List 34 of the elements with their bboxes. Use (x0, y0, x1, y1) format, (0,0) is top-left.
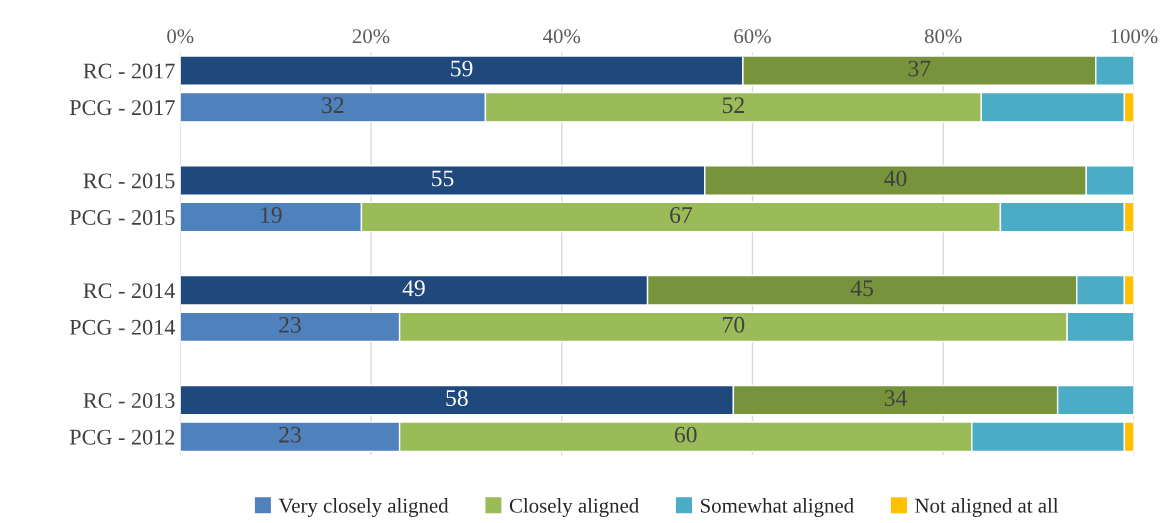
x-tick-label: 40% (543, 29, 581, 44)
x-tick-label: 20% (352, 29, 390, 44)
data-label: 59 (451, 60, 473, 77)
data-label: 23 (279, 426, 301, 443)
legend-label: Very closely aligned (278, 498, 449, 517)
y-tick-label: RC - 2015 (83, 173, 175, 189)
legend-label: Somewhat aligned (701, 498, 854, 517)
data-label: 55 (432, 170, 454, 187)
x-tick-label: 100% (1111, 29, 1158, 44)
x-tick-label: 60% (734, 29, 771, 44)
data-label: 23 (279, 316, 301, 333)
legend-label: Closely aligned (509, 498, 639, 517)
data-label: 19 (261, 207, 282, 223)
y-tick-label: RC - 2013 (83, 393, 175, 409)
data-label: 52 (722, 97, 744, 114)
data-label: 37 (908, 60, 931, 77)
x-tick-label: 0% (167, 29, 194, 44)
y-tick-label: RC - 2014 (83, 283, 176, 299)
y-tick-label: RC - 2017 (83, 63, 175, 79)
data-label: 49 (402, 280, 425, 297)
data-label: 34 (884, 390, 907, 407)
data-label: 58 (446, 390, 468, 407)
y-tick-label: PCG - 2014 (69, 319, 176, 335)
data-label: 45 (850, 280, 874, 297)
y-tick-label: PCG - 2017 (69, 100, 175, 116)
data-label: 32 (322, 97, 344, 114)
data-label: 70 (723, 316, 745, 333)
data-label: 40 (884, 170, 907, 187)
y-tick-label: PCG - 2012 (69, 429, 175, 445)
y-tick-label: PCG - 2015 (69, 209, 175, 225)
data-label: 60 (674, 426, 697, 443)
legend-label: Not aligned at all (915, 498, 1059, 517)
data-label: 67 (670, 207, 693, 223)
x-tick-label: 80% (924, 29, 962, 44)
